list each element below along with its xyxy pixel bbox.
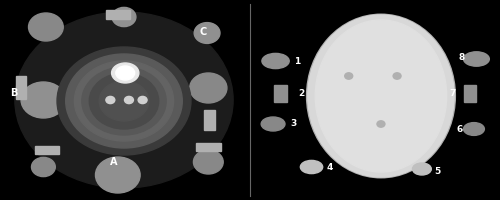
Circle shape — [15, 12, 233, 188]
Circle shape — [32, 157, 56, 177]
Circle shape — [190, 73, 227, 103]
Ellipse shape — [412, 163, 432, 175]
Ellipse shape — [262, 53, 289, 69]
Bar — [464, 85, 476, 102]
Bar — [16, 75, 26, 98]
Circle shape — [74, 61, 174, 141]
Circle shape — [112, 7, 136, 27]
Ellipse shape — [308, 15, 454, 177]
Text: 8: 8 — [458, 52, 464, 62]
Text: B: B — [10, 88, 18, 98]
Text: A: A — [110, 157, 118, 167]
Circle shape — [124, 96, 134, 104]
Circle shape — [57, 47, 191, 155]
Bar — [274, 85, 287, 102]
Ellipse shape — [464, 123, 484, 135]
Bar — [204, 110, 215, 130]
Circle shape — [82, 67, 166, 135]
Bar — [36, 146, 59, 154]
Circle shape — [377, 121, 385, 127]
Text: 5: 5 — [434, 166, 440, 176]
Circle shape — [345, 73, 352, 79]
Circle shape — [96, 157, 140, 193]
Ellipse shape — [116, 66, 134, 80]
Circle shape — [66, 54, 182, 148]
Ellipse shape — [315, 20, 446, 172]
Text: C: C — [200, 27, 207, 37]
Circle shape — [138, 96, 147, 104]
Text: 7: 7 — [449, 88, 456, 98]
Circle shape — [393, 73, 401, 79]
Ellipse shape — [112, 63, 139, 83]
Circle shape — [106, 96, 115, 104]
Circle shape — [21, 82, 66, 118]
Ellipse shape — [300, 160, 322, 174]
Circle shape — [90, 73, 158, 129]
Bar — [196, 143, 220, 151]
Circle shape — [194, 150, 223, 174]
Circle shape — [194, 23, 220, 43]
Ellipse shape — [306, 14, 456, 178]
Text: 4: 4 — [326, 162, 333, 171]
Text: 6: 6 — [456, 124, 463, 134]
Ellipse shape — [464, 52, 489, 66]
Circle shape — [99, 81, 149, 121]
Ellipse shape — [261, 117, 285, 131]
Text: 1: 1 — [294, 56, 300, 66]
Text: 3: 3 — [290, 119, 296, 129]
Text: 2: 2 — [298, 88, 304, 98]
Bar — [106, 10, 130, 19]
Circle shape — [28, 13, 63, 41]
